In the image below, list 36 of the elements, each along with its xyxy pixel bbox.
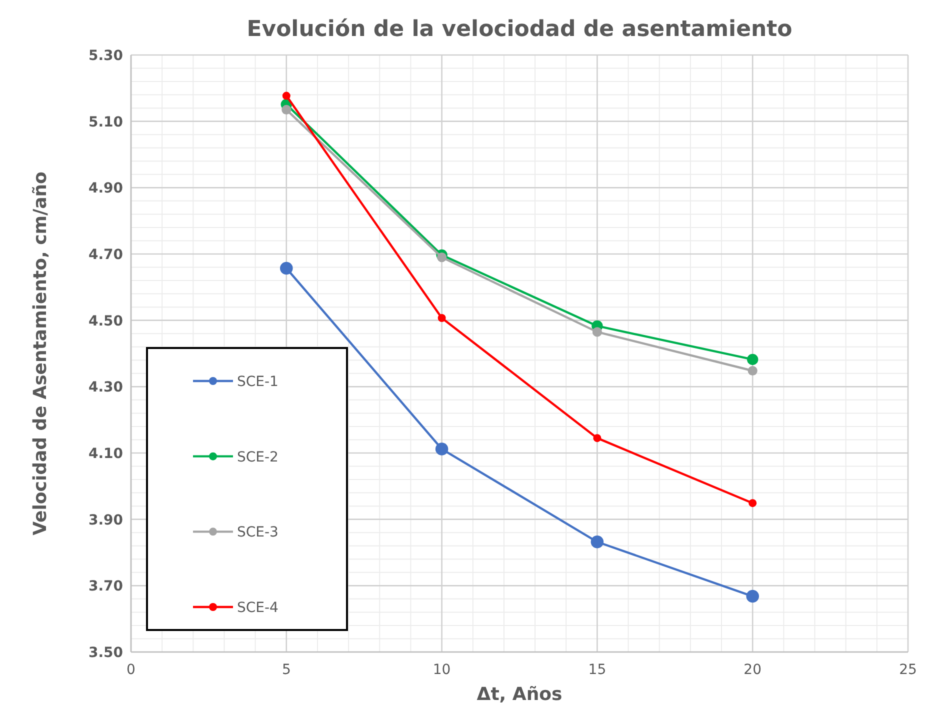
point xyxy=(437,252,447,262)
legend-label: SCE-2 xyxy=(237,449,278,466)
y-tick-label: 4.50 xyxy=(88,313,124,330)
y-tick-label: 4.70 xyxy=(88,247,124,263)
point xyxy=(748,366,758,376)
point xyxy=(282,92,290,100)
point xyxy=(592,327,602,337)
legend-label: SCE-4 xyxy=(237,600,279,616)
x-tick-label: 20 xyxy=(744,662,762,678)
point xyxy=(280,262,293,275)
y-tick-label: 3.90 xyxy=(88,512,124,528)
x-tick-label: 25 xyxy=(899,662,917,678)
y-axis-title: Velocidad de Asentamiento, cm/año xyxy=(30,172,51,536)
chart-title: Evolución de la velociodad de asentamiento xyxy=(246,17,792,42)
point xyxy=(746,590,759,603)
point xyxy=(282,104,292,115)
x-tick-label: 10 xyxy=(432,662,451,678)
y-tick-label: 4.10 xyxy=(88,446,124,462)
y-tick-label: 3.70 xyxy=(88,578,124,595)
legend-label: SCE-1 xyxy=(237,374,278,390)
y-tick-label: 4.30 xyxy=(88,380,124,396)
x-tick-label: 0 xyxy=(126,662,136,678)
point xyxy=(435,442,448,456)
y-tick-label: 3.50 xyxy=(88,645,124,661)
x-axis-title: Δt, Años xyxy=(476,684,562,705)
y-tick-label: 5.30 xyxy=(88,48,124,64)
point xyxy=(590,535,604,548)
x-tick-label: 15 xyxy=(588,662,606,678)
y-tick-label: 4.90 xyxy=(88,180,124,197)
point xyxy=(748,499,757,508)
point xyxy=(593,434,602,442)
x-tick-label: 5 xyxy=(282,662,291,678)
y-tick-label: 5.10 xyxy=(88,114,124,130)
point xyxy=(747,354,758,366)
legend-label: SCE-3 xyxy=(237,524,278,541)
point xyxy=(438,314,446,322)
